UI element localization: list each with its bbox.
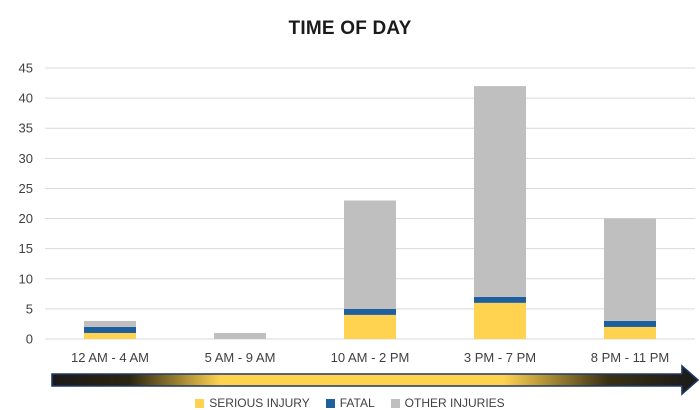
time-arrow-shape <box>51 364 700 396</box>
bar-segment <box>214 332 266 339</box>
legend-label: FATAL <box>339 396 375 410</box>
bar-segment <box>344 308 396 315</box>
y-tick-label: 15 <box>19 241 33 256</box>
legend-label: OTHER INJURIES <box>404 396 505 410</box>
y-tick-label: 30 <box>19 151 33 166</box>
legend: SERIOUS INJURY FATAL OTHER INJURIES <box>0 396 700 410</box>
legend-item: OTHER INJURIES <box>390 396 505 410</box>
bar-segment <box>474 296 526 303</box>
bar-segment <box>84 320 136 327</box>
y-tick-label: 20 <box>19 211 33 226</box>
bar-segment <box>474 302 526 339</box>
legend-swatch <box>195 398 205 408</box>
y-tick-label: 40 <box>19 91 33 106</box>
bar-segment <box>344 200 396 309</box>
y-tick-label: 35 <box>19 121 33 136</box>
x-tick-label: 8 PM - 11 PM <box>591 350 670 365</box>
bar-segment <box>84 332 136 339</box>
y-tick-label: 5 <box>26 301 33 316</box>
y-tick-label: 10 <box>19 271 33 286</box>
bar-segment <box>84 326 136 333</box>
legend-swatch <box>325 398 335 408</box>
bar-segment <box>604 320 656 327</box>
chart-title: TIME OF DAY <box>288 18 412 39</box>
bar-segment <box>604 218 656 321</box>
x-tick-label: 3 PM - 7 PM <box>464 350 536 365</box>
y-tick-label: 45 <box>19 61 33 76</box>
bar-segment <box>474 86 526 297</box>
y-tick-label: 25 <box>19 181 33 196</box>
x-tick-label: 12 AM - 4 AM <box>71 350 149 365</box>
y-axis-ticks: 0 5 10 15 20 25 30 35 40 45 <box>19 61 33 347</box>
legend-swatch <box>390 398 400 408</box>
legend-label: SERIOUS INJURY <box>209 396 310 410</box>
legend-item: SERIOUS INJURY <box>195 396 310 410</box>
legend-item: FATAL <box>325 396 375 410</box>
bar-segment <box>604 326 656 339</box>
time-arrow <box>51 364 700 396</box>
bar-segment <box>344 314 396 339</box>
x-tick-label: 5 AM - 9 AM <box>205 350 276 365</box>
bars <box>84 86 656 339</box>
x-tick-label: 10 AM - 2 PM <box>331 350 410 365</box>
x-axis-ticks: 12 AM - 4 AM 5 AM - 9 AM 10 AM - 2 PM 3 PM … <box>71 350 669 365</box>
y-tick-label: 0 <box>26 332 33 347</box>
